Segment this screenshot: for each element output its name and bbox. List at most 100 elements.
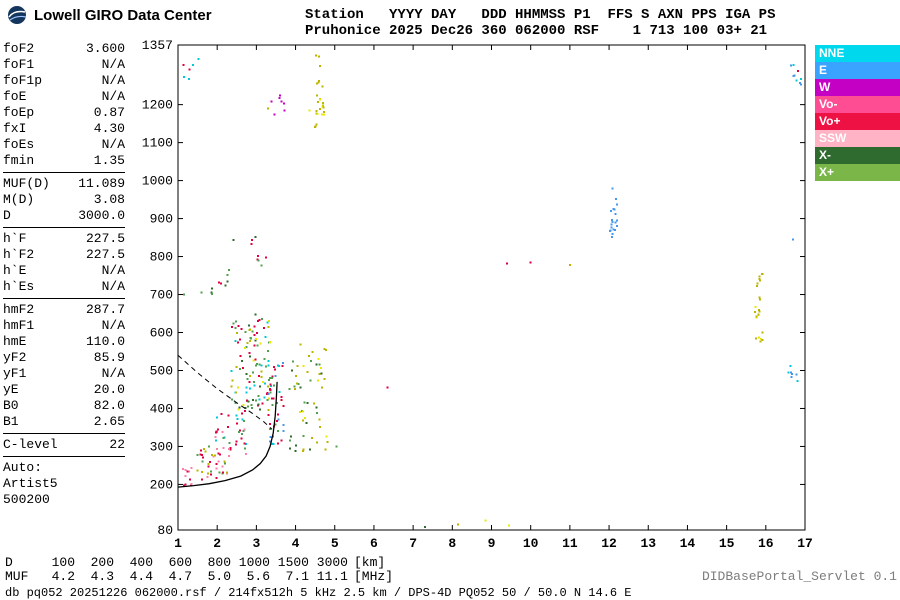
svg-text:200: 200	[150, 477, 173, 492]
parameter-row: B1 2.65	[3, 414, 125, 430]
svg-text:1100: 1100	[142, 136, 173, 151]
muf-value: 800	[207, 555, 231, 570]
plot-frame	[177, 44, 806, 531]
station-header-values: Pruhonice 2025 Dec26 360 062000 RSF 1 71…	[305, 23, 768, 39]
svg-text:8: 8	[448, 536, 456, 551]
muf-row-label: D	[5, 555, 13, 570]
parameter-value: 287.7	[85, 302, 125, 317]
parameter-value: 85.9	[93, 350, 125, 365]
svg-text:16: 16	[758, 536, 774, 551]
parameter-label: h`Es	[3, 279, 35, 294]
muf-transmission-curve	[177, 354, 273, 430]
parameter-row: hmF2 287.7	[3, 302, 125, 318]
parameter-label: D	[3, 208, 11, 223]
muf-value: 5.0	[207, 569, 231, 584]
parameter-value: 1.35	[93, 153, 125, 168]
svg-text:13: 13	[640, 536, 656, 551]
muf-value: 200	[90, 555, 114, 570]
muf-row-unit: [MHz]	[354, 569, 394, 584]
parameter-row: hmE 110.0	[3, 334, 125, 350]
parameter-row: fxI 4.30	[3, 121, 125, 137]
legend-item-ssw: SSW	[815, 130, 900, 147]
parameter-row: foF1p N/A	[3, 73, 125, 89]
parameter-label: hmF1	[3, 318, 35, 333]
parameter-label: M(D)	[3, 192, 35, 207]
file-info: db pq052 20251226 062000.rsf / 214fx512h…	[5, 586, 632, 600]
parameter-row: C-level 22	[3, 437, 125, 453]
parameter-row: B0 82.0	[3, 398, 125, 414]
parameter-label: foEs	[3, 137, 35, 152]
parameter-value: 3.08	[93, 192, 125, 207]
muf-value: 1500	[277, 555, 309, 570]
svg-text:600: 600	[150, 326, 173, 341]
parameter-value: 82.0	[93, 398, 125, 413]
ionogram-plot: 1 2 3 4 5 6 7 8 9 10 11 12 13 14 15 16 17802003004005006…	[142, 38, 813, 551]
parameter-row: M(D) 3.08	[3, 192, 125, 208]
parameter-value: N/A	[101, 57, 125, 72]
station-header-columns: Station YYYY DAY DDD HHMMSS P1 FFS S AXN…	[305, 7, 776, 23]
parameter-value: N/A	[101, 89, 125, 104]
parameter-label: fxI	[3, 121, 27, 136]
parameter-row: h`F2 227.5	[3, 247, 125, 263]
muf-value: 400	[129, 555, 153, 570]
axis-ticks	[177, 44, 806, 531]
muf-table-row: D 100 200 400 600 800 1000 1500 3000 [km]	[5, 556, 393, 570]
axis-tick-labels: 1 2 3 4 5 6 7 8 9 10 11 12 13 14 15 16 17802003004005006…	[142, 38, 813, 551]
svg-text:11: 11	[562, 536, 578, 551]
muf-value: 4.4	[129, 569, 153, 584]
autoscaled-trace-curve	[177, 381, 278, 488]
svg-text:17: 17	[797, 536, 813, 551]
svg-text:9: 9	[488, 536, 496, 551]
antenna-legend: NNE E W Vo- Vo+ SSW X- X+	[815, 45, 900, 181]
parameter-value: 22	[109, 437, 125, 452]
logo-text: Lowell GIRO Data Center	[34, 6, 212, 24]
parameter-group: MUF(D) 11.089 M(D) 3.08 D 3000.0	[3, 172, 125, 224]
legend-item-x-: X-	[815, 147, 900, 164]
parameter-label: h`F2	[3, 247, 35, 262]
svg-text:500: 500	[150, 363, 173, 378]
muf-table: D 100 200 400 600 800 1000 1500 3000 [km] MUF 4.2 4.…	[5, 556, 393, 584]
parameter-label: hmF2	[3, 302, 35, 317]
parameter-row: h`E N/A	[3, 263, 125, 279]
parameter-row: foF1 N/A	[3, 57, 125, 73]
echo-points	[181, 54, 802, 528]
parameter-label: foF1	[3, 57, 35, 72]
svg-text:6: 6	[370, 536, 378, 551]
parameter-value: N/A	[101, 73, 125, 88]
parameter-value: N/A	[101, 318, 125, 333]
parameter-row: D 3000.0	[3, 208, 125, 224]
svg-text:12: 12	[601, 536, 617, 551]
legend-item-nne: NNE	[815, 45, 900, 62]
muf-value: 4.2	[51, 569, 75, 584]
muf-row-label: MUF	[5, 569, 29, 584]
parameter-row: foE N/A	[3, 89, 125, 105]
servlet-version: DIDBasePortal_Servlet 0.1	[701, 569, 897, 584]
svg-text:400: 400	[150, 401, 173, 416]
parameter-row: yE 20.0	[3, 382, 125, 398]
parameter-value: 2.65	[93, 414, 125, 429]
parameter-label: hmE	[3, 334, 27, 349]
muf-value: 3000	[316, 555, 348, 570]
parameter-label: C-level	[3, 437, 58, 452]
parameter-value: N/A	[101, 279, 125, 294]
parameter-row: h`Es N/A	[3, 279, 125, 295]
parameter-label: foF2	[3, 41, 35, 56]
parameter-value: 110.0	[85, 334, 125, 349]
logo: Lowell GIRO Data Center	[6, 4, 212, 26]
parameter-group: h`F 227.5 h`F2 227.5 h`E N/A h`Es N/A	[3, 227, 125, 295]
parameter-label: B1	[3, 414, 19, 429]
parameter-group: C-level 22	[3, 433, 125, 453]
svg-text:1000: 1000	[142, 174, 173, 189]
parameter-group: foF2 3.600 foF1 N/A foF1p N/A foE N/A foEp 0.87 fx…	[3, 41, 125, 169]
parameter-label: 500200	[3, 492, 50, 507]
svg-text:1357: 1357	[142, 38, 173, 53]
parameter-label: yE	[3, 382, 19, 397]
parameter-label: yF1	[3, 366, 27, 381]
muf-value: 4.7	[168, 569, 192, 584]
parameter-value: 4.30	[93, 121, 125, 136]
parameter-row: foEs N/A	[3, 137, 125, 153]
muf-value: 11.1	[316, 569, 348, 584]
parameter-value: 11.089	[78, 176, 125, 191]
svg-text:2: 2	[213, 536, 221, 551]
muf-value: 7.1	[285, 569, 309, 584]
